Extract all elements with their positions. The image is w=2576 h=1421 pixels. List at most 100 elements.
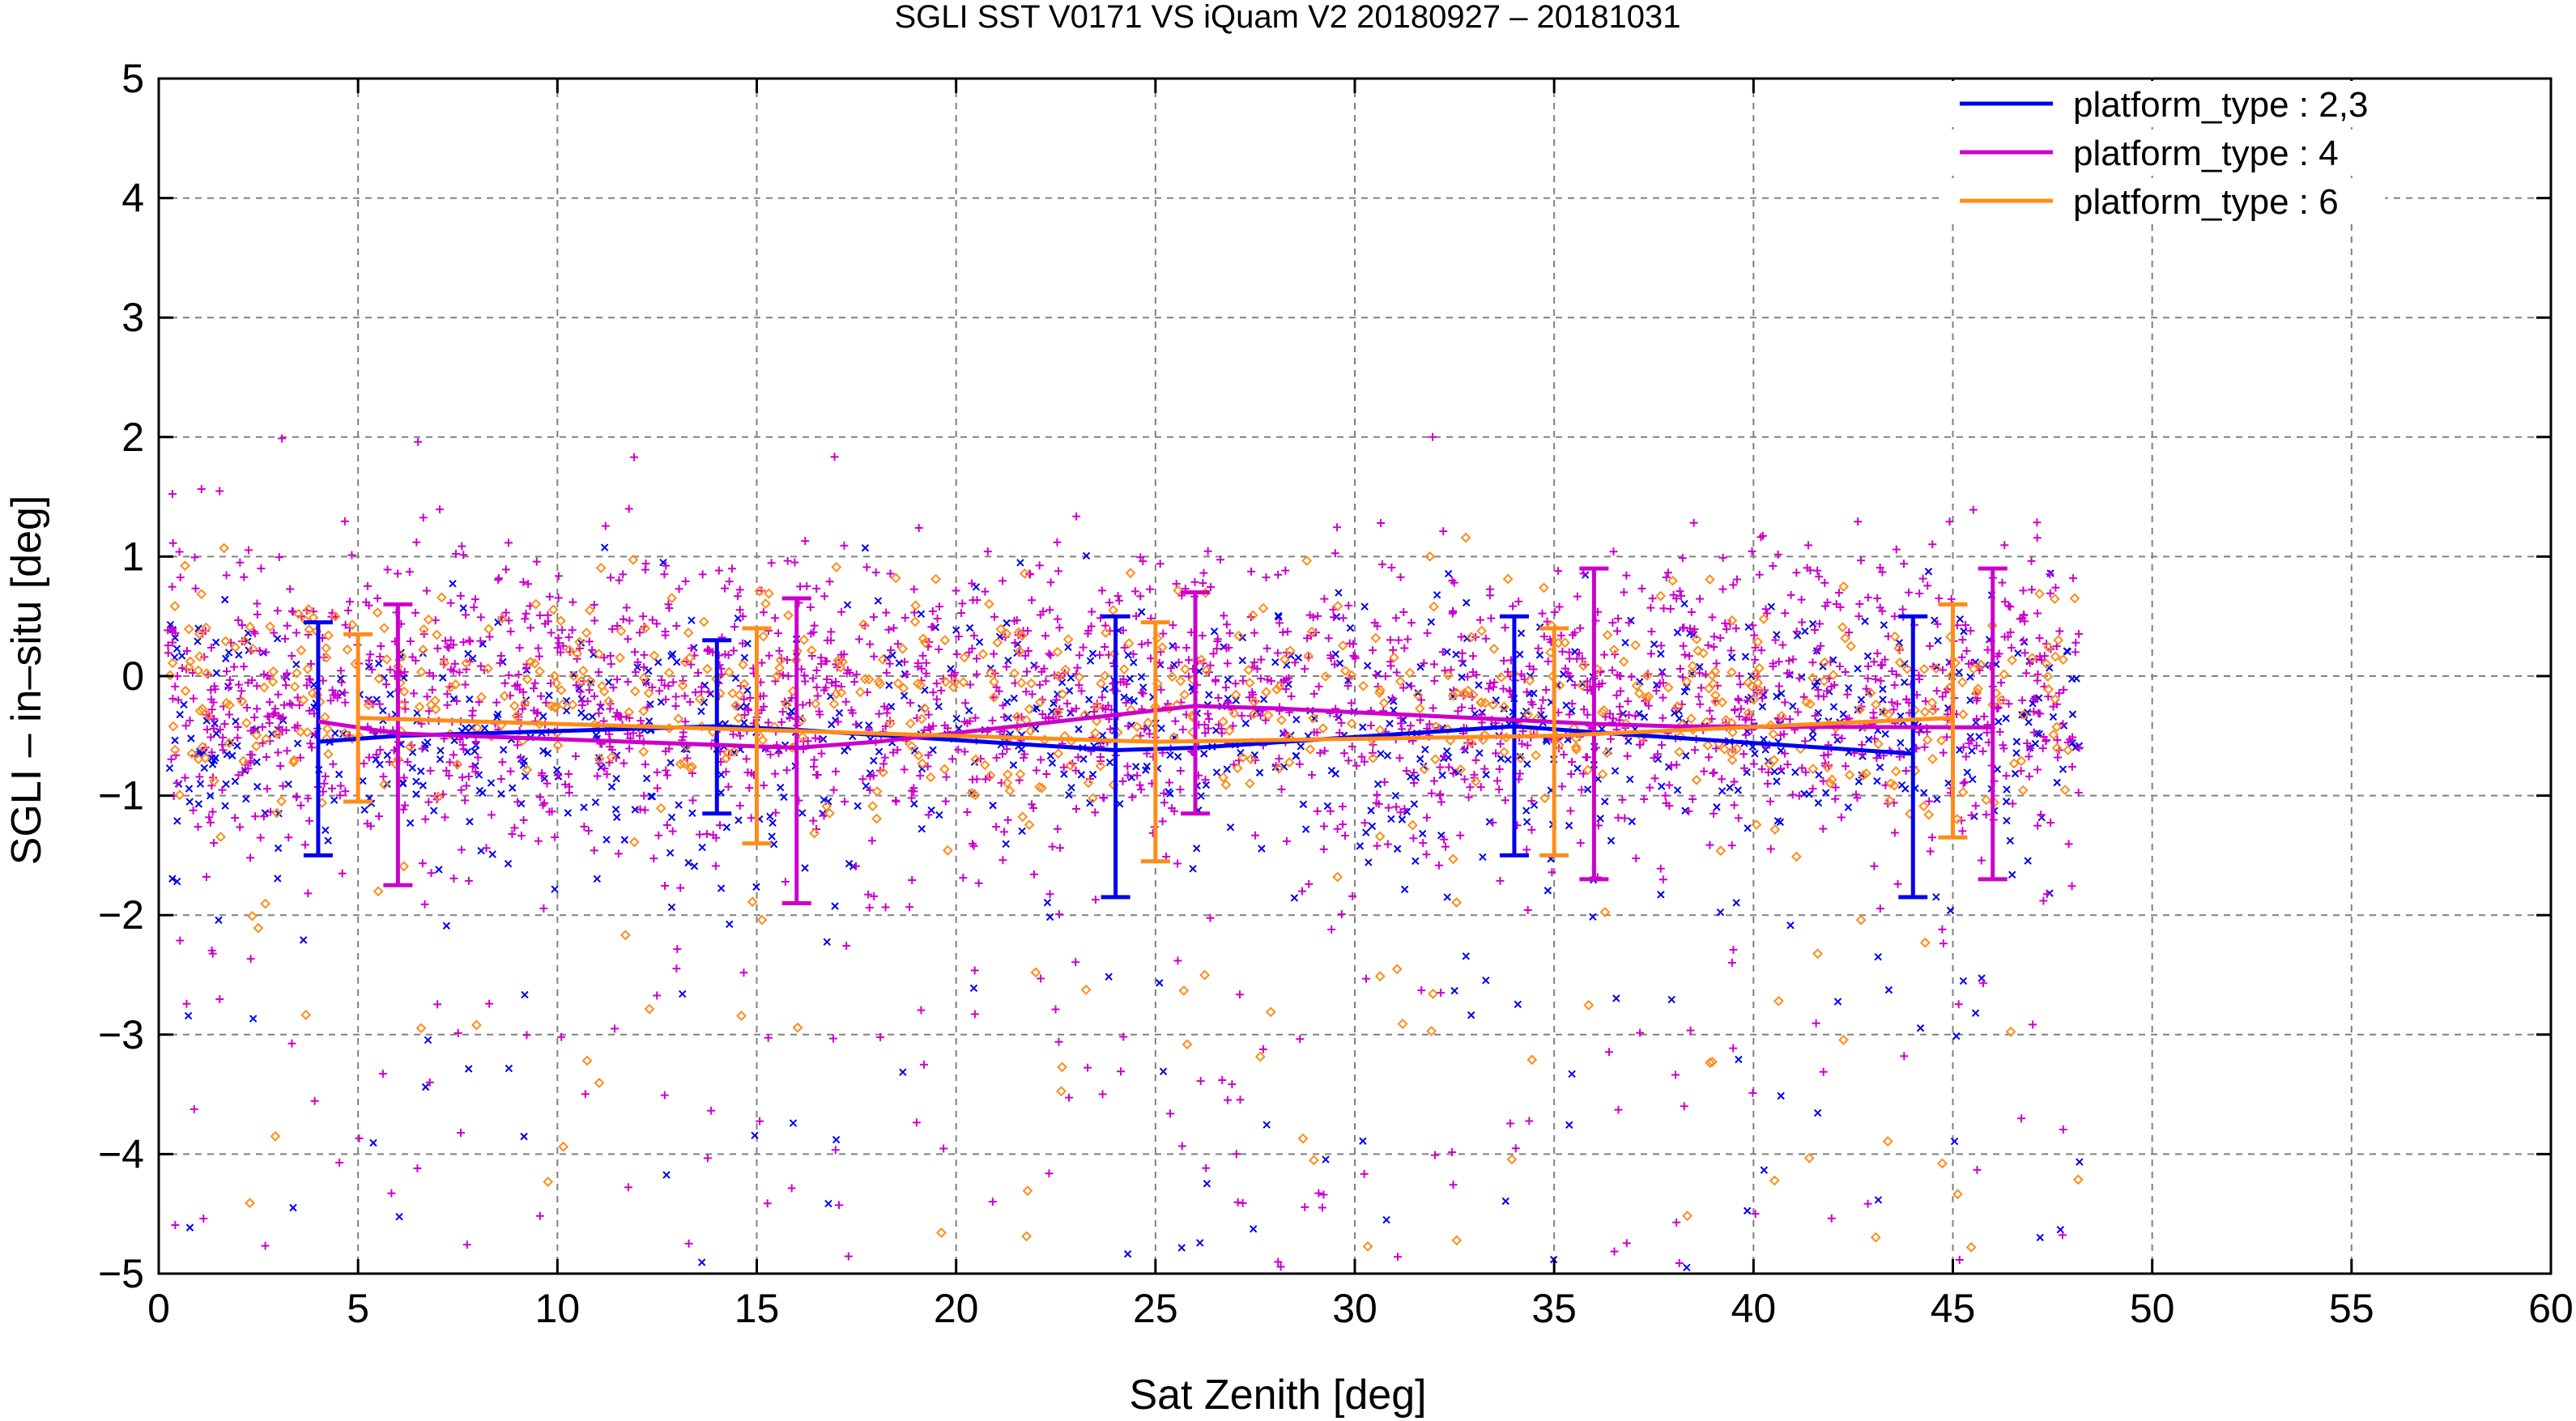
scatter-point [1812,1019,1820,1027]
scatter-point [661,882,670,891]
scatter-point [1204,715,1213,723]
scatter-point [539,747,547,755]
scatter-point [884,625,893,634]
scatter-point [1160,789,1169,798]
scatter-point [319,787,328,796]
scatter-point [1223,765,1231,773]
scatter-point [373,673,385,684]
scatter-point [1527,797,1536,806]
scatter-point [576,675,587,687]
scatter-point [947,665,955,673]
scatter-point [556,648,565,657]
scatter-point [1628,817,1636,826]
scatter-point [281,634,290,643]
scatter-point [935,602,943,611]
scatter-point [1281,685,1290,694]
scatter-point [180,560,190,572]
scatter-point [1522,845,1531,854]
scatter-point [304,889,313,898]
scatter-point [1707,670,1718,681]
scatter-point [1838,581,1850,592]
scatter-point [2000,632,2009,641]
scatter-point [1758,703,1767,711]
scatter-point [234,680,243,689]
scatter-point [1088,607,1096,616]
scatter-point [2008,758,2020,769]
scatter-point [2051,583,2060,592]
scatter-point [286,585,295,594]
scatter-point [1566,806,1575,815]
scatter-point [1394,1253,1403,1261]
scatter-point [1065,1093,1074,1102]
scatter-point [990,612,998,621]
scatter-point [585,686,594,695]
scatter-point [1758,614,1769,624]
scatter-point [1247,567,1256,576]
scatter-point [672,964,681,973]
scatter-point [1682,1210,1692,1222]
scatter-point [1037,782,1047,793]
scatter-point [1038,710,1047,718]
scatter-point [1466,737,1476,748]
scatter-point [843,601,852,609]
scatter-point [2046,570,2054,579]
scatter-point [1537,711,1545,719]
scatter-point [237,687,246,696]
scatter-point [774,662,785,674]
scatter-point [1679,641,1688,650]
scatter-point [1448,853,1458,865]
scatter-point [1502,573,1514,585]
scatter-point [1265,1006,1276,1018]
scatter-point [654,658,662,666]
scatter-point [1815,771,1823,779]
scatter-point [813,691,822,700]
scatter-point [986,668,996,679]
scatter-point [1480,697,1491,708]
scatter-point [2053,778,2061,787]
scatter-point [1618,656,1629,667]
scatter-point [1340,749,1349,758]
scatter-point [1369,740,1377,749]
scatter-point [1247,610,1258,621]
scatter-point [1518,739,1526,748]
scatter-point [2059,720,2067,729]
scatter-point [2027,653,2037,664]
scatter-point [1060,664,1071,675]
scatter-point [1705,1057,1715,1068]
scatter-point [1926,847,1935,856]
scatter-point [1646,783,1654,792]
scatter-point [2051,742,2063,754]
scatter-point [1997,679,2006,687]
scatter-point [781,878,790,886]
scatter-point [1716,633,1725,642]
scatter-point [1813,566,1822,575]
scatter-point [660,1091,669,1100]
scatter-point [703,1154,712,1163]
scatter-point [977,649,989,660]
scatter-point [1199,579,1207,588]
scatter-point [1900,1052,1909,1061]
scatter-point [459,604,467,612]
scatter-point [852,720,861,729]
scatter-point [517,832,526,840]
scatter-point [1854,704,1866,715]
scatter-point [1292,715,1301,724]
scatter-point [1037,755,1045,764]
scatter-point [291,667,302,679]
scatter-point [1876,564,1884,572]
scatter-point [829,785,838,794]
scatter-point [219,542,230,554]
scatter-point [543,779,551,788]
scatter-point [1196,1077,1205,1086]
y-axis-label: SGLI – in–situ [deg] [3,496,50,866]
scatter-point [688,796,697,805]
scatter-point [724,782,733,791]
scatter-point [919,1060,928,1069]
scatter-point [1352,761,1361,770]
scatter-point [907,793,916,802]
scatter-point [1687,607,1696,616]
scatter-point [2059,1125,2067,1134]
scatter-point [764,718,773,727]
scatter-point [613,675,622,684]
scatter-point [427,869,436,878]
